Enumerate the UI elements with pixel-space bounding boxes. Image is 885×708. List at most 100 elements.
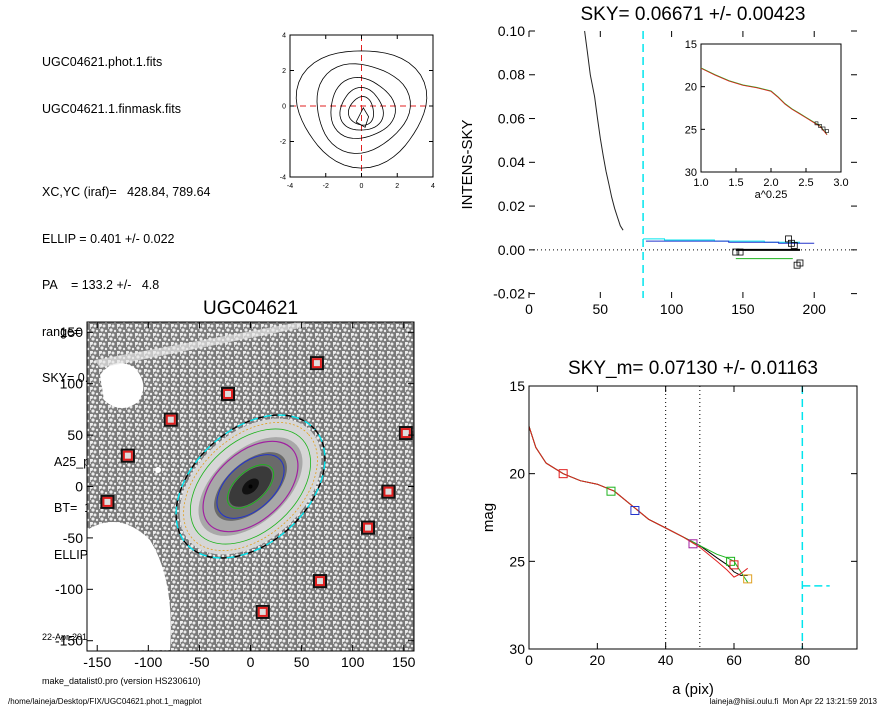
isophote-purple <box>202 440 299 533</box>
y-tick-label: -0.02 <box>493 286 525 302</box>
mag-chart-frame <box>528 385 858 650</box>
info-line: PA = 133.2 +/- 4.8 <box>42 278 160 292</box>
isophote-blue <box>216 454 285 519</box>
x-tick-label: 4 <box>431 183 435 190</box>
x-tick-label: 80 <box>795 652 811 668</box>
x-tick-label: -2 <box>323 183 329 190</box>
outer-ellipse-cyan <box>175 414 326 559</box>
x-tick-label: 50 <box>593 301 609 317</box>
sky-box-marker <box>793 261 801 269</box>
sky-box-marker <box>736 248 744 256</box>
footer-user: laineja@hiisi.oulu.fi Mon Apr 22 13:21:5… <box>709 697 877 706</box>
inset-x-tick-label: 2.5 <box>798 177 813 189</box>
inset-y-tick-label: 20 <box>685 82 697 94</box>
y-tick-label: 0 <box>282 103 286 110</box>
x-tick-label: 50 <box>294 654 310 670</box>
inset-y-tick-label: 25 <box>685 124 697 136</box>
mag-box-marker <box>688 539 698 549</box>
mask-region-upper-left <box>100 362 144 409</box>
y-tick-label: 0.00 <box>498 242 525 258</box>
y-tick-label: -4 <box>280 174 286 181</box>
y-tick-label: 25 <box>509 553 525 569</box>
y-tick-label: 50 <box>67 427 83 443</box>
inset-box-marker <box>818 124 822 128</box>
footer-path: /home/laineja/Desktop/FIX/UGC04621.phot.… <box>8 697 202 706</box>
y-tick-label: 2 <box>282 68 286 75</box>
inset-y-tick-label: 30 <box>685 167 697 179</box>
y-tick-label: -2 <box>280 139 286 146</box>
inset-box-marker <box>825 129 829 133</box>
masked-star-marker-inner <box>122 450 133 461</box>
y-tick-label: 30 <box>509 641 525 657</box>
x-tick-label: 0 <box>247 654 255 670</box>
info-version: make_datalist0.pro (version HS230610) <box>42 676 201 686</box>
inset-x-tick-label: 1.0 <box>693 177 708 189</box>
mag-chart-xlabel: a (pix) <box>672 681 714 698</box>
contour-line <box>330 76 396 139</box>
x-tick-label: -100 <box>134 654 162 670</box>
contour-line <box>339 86 384 131</box>
x-tick-label: 2 <box>395 183 399 190</box>
sky-level-line <box>645 240 815 244</box>
masked-star-marker-inner <box>383 486 394 497</box>
info-line: UGC04621.1.finmask.fits <box>42 101 181 116</box>
x-tick-label: -4 <box>287 183 293 190</box>
x-tick-label: 0 <box>360 183 364 190</box>
mag-box-marker <box>630 505 640 515</box>
inset-x-tick-label: 2.0 <box>763 177 778 189</box>
isophote-inner-green <box>226 464 275 509</box>
x-tick-label: 0 <box>525 301 533 317</box>
y-tick-label: 0.06 <box>498 110 525 126</box>
mag-chart-ylabel: mag <box>480 503 497 532</box>
y-tick-label: 20 <box>509 466 525 482</box>
masked-star-marker-inner <box>165 414 176 425</box>
sky-box-marker <box>790 242 798 249</box>
masked-star-marker-inner <box>314 576 325 587</box>
masked-star-marker-inner <box>257 606 268 617</box>
isophote-orange <box>183 422 318 551</box>
y-tick-label: 0.04 <box>498 154 525 170</box>
info-line: UGC04621.phot.1.fits <box>42 55 163 69</box>
sky-chart-title: SKY= 0.06671 +/- 0.00423 <box>580 4 805 25</box>
mask-streak <box>95 322 310 368</box>
mag-box-marker <box>729 560 739 570</box>
x-tick-label: 100 <box>341 654 365 670</box>
y-tick-label: 100 <box>60 376 84 392</box>
mag-profile-line <box>528 426 749 583</box>
mask-star <box>155 467 161 473</box>
y-tick-label: -100 <box>55 581 83 597</box>
image-title: UGC04621 <box>203 298 298 319</box>
info-line: ELLIP = 0.401 +/- 0.022 <box>42 231 175 246</box>
x-tick-label: 0 <box>525 652 533 668</box>
sky-box-marker <box>732 248 740 256</box>
inset-x-tick-label: 1.5 <box>728 177 743 189</box>
x-tick-label: 150 <box>731 301 755 317</box>
mag-profile-line <box>528 426 749 578</box>
x-tick-label: 150 <box>392 654 416 670</box>
contour-line <box>348 96 375 126</box>
inset-curve-red <box>700 67 828 136</box>
masked-star-marker-inner <box>400 428 411 439</box>
mask-region-lower-left <box>87 522 171 651</box>
y-tick-label: 0.08 <box>498 67 525 83</box>
mag-chart-title: SKY_m= 0.07130 +/- 0.01163 <box>568 358 818 379</box>
image-content <box>87 322 414 651</box>
contour-line <box>316 63 411 154</box>
y-tick-label: 0.10 <box>498 23 525 39</box>
mag-box-marker <box>606 486 616 496</box>
y-tick-label: 0 <box>75 478 83 494</box>
inset-y-tick-label: 15 <box>685 39 697 51</box>
contour-core <box>355 106 370 128</box>
mag-box-marker <box>743 574 753 584</box>
y-tick-label: -50 <box>63 530 83 546</box>
x-tick-label: 200 <box>803 301 827 317</box>
masked-star-marker-inner <box>102 496 113 507</box>
inset-xlabel: a^0.25 <box>755 189 788 201</box>
inset-box-marker <box>814 121 819 126</box>
x-tick-label: 40 <box>658 652 674 668</box>
masked-star-marker-inner <box>223 388 234 399</box>
y-tick-label: 0.02 <box>498 198 525 214</box>
x-tick-label: -50 <box>189 654 209 670</box>
inset-box-marker <box>821 126 826 131</box>
